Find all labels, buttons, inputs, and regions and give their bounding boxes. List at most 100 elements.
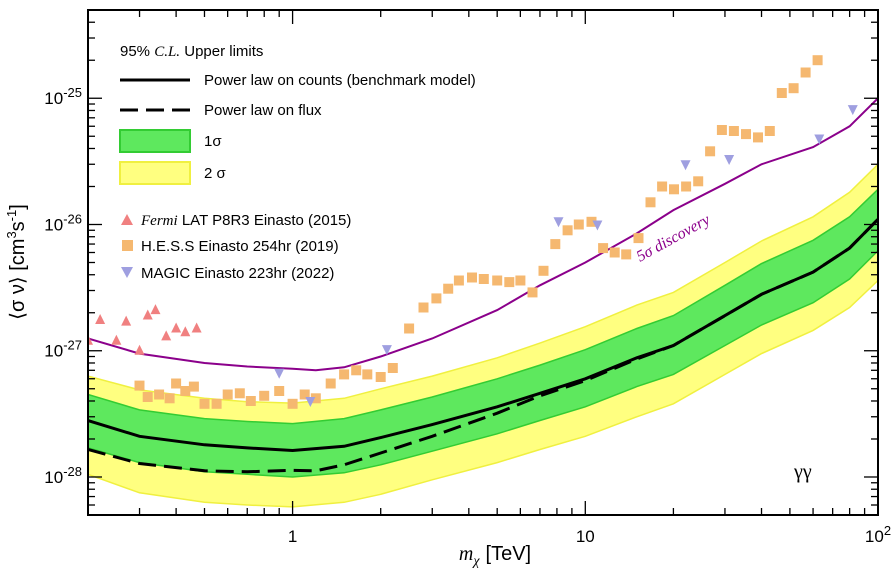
hess-point [741, 129, 751, 140]
hess-point [657, 181, 668, 192]
y-tick-label: 10-28 [44, 464, 82, 487]
hess-point [669, 184, 679, 195]
hess-point [573, 219, 584, 230]
discovery-annotation: 5σ discovery [634, 211, 714, 266]
x-tick-label: 1 [288, 527, 297, 546]
hess-point [728, 126, 739, 136]
hess-point [134, 380, 145, 391]
hess-point [234, 388, 245, 399]
hess-point [351, 365, 362, 376]
hess-point [274, 386, 285, 396]
limit-curves [88, 97, 878, 474]
counts-curve [88, 218, 878, 453]
fermi-point [171, 322, 182, 333]
data-markers [88, 55, 858, 409]
hess-point [164, 393, 175, 404]
x-axis-title: mχ [TeV] [459, 543, 531, 569]
hess-point [453, 275, 464, 286]
hess-point [478, 274, 489, 284]
legend-header: 95% C.L. Upper limits [120, 43, 263, 60]
y-tick-label: 10-26 [44, 211, 82, 234]
magic-point [847, 105, 858, 116]
hess-point [515, 275, 526, 286]
hess-point [681, 181, 692, 192]
fermi-point [95, 314, 106, 325]
hess-point [812, 55, 823, 66]
hess-point [764, 126, 775, 136]
hess-point [180, 386, 191, 396]
hess-point [188, 381, 199, 392]
hess-point [171, 378, 182, 389]
hess-point [387, 363, 398, 373]
magic-point [274, 368, 285, 379]
magic-point [724, 155, 735, 166]
legend-item-flux: Power law on flux [204, 102, 322, 119]
band-2sigma [88, 163, 878, 508]
fermi-point [161, 330, 172, 341]
legend-square-symbol [122, 240, 133, 251]
hess-point [788, 83, 799, 94]
hess-point [492, 275, 503, 286]
axis-ticks: 1 10 102 10-28 10-27 10-26 10-25 [44, 9, 891, 546]
legend-item-1sigma: 1σ [204, 133, 222, 150]
discovery-curve [88, 97, 878, 372]
y-tick-label: 10-27 [44, 338, 82, 361]
fermi-point [180, 326, 191, 337]
hess-point [310, 393, 321, 404]
hess-point [467, 272, 477, 283]
hess-point [633, 233, 644, 244]
x-tick-label: 102 [865, 523, 891, 546]
hess-point [693, 176, 704, 187]
hess-point [527, 287, 538, 298]
hess-point [362, 369, 373, 380]
magic-point [553, 217, 564, 228]
hess-point [245, 396, 256, 406]
legend-yellow-band-symbol [119, 161, 191, 185]
hess-point [259, 390, 270, 401]
hess-point [299, 389, 310, 400]
hess-point [800, 67, 811, 78]
hess-point [211, 398, 222, 409]
hess-point [776, 88, 787, 98]
hess-point [142, 392, 153, 402]
hess-point [538, 265, 549, 276]
fermi-point [134, 344, 145, 355]
magic-point [680, 160, 691, 171]
hess-point [753, 132, 763, 143]
hess-point [287, 398, 298, 409]
fermi-point [121, 315, 132, 326]
legend-triangle-down-symbol [121, 267, 133, 278]
legend-green-band-symbol [119, 129, 191, 153]
hess-point [325, 378, 336, 389]
hess-point [586, 216, 597, 227]
magic-point [381, 345, 392, 356]
magic-point [814, 134, 825, 145]
legend-item-2sigma: 2 σ [204, 165, 227, 182]
hess-point [550, 239, 561, 250]
fermi-point [150, 304, 161, 315]
hess-point [504, 277, 515, 288]
hess-point [621, 249, 632, 260]
legend-item-fermi: Fermi LAT P8R3 Einasto (2015) [140, 212, 351, 229]
fermi-point [88, 334, 93, 345]
hess-point [375, 372, 386, 382]
hess-point [222, 389, 233, 400]
hess-point [645, 197, 656, 208]
hess-point [562, 225, 573, 236]
legend-item-counts: Power law on counts (benchmark model) [204, 72, 476, 89]
hess-point [199, 398, 210, 409]
fermi-point [142, 309, 153, 320]
legend-item-hess: H.E.S.S Einasto 254hr (2019) [141, 238, 339, 255]
hess-point [154, 389, 165, 400]
hess-point [418, 302, 429, 313]
legend-triangle-up-symbol [121, 214, 133, 225]
hess-point [609, 247, 620, 258]
legend-item-magic: MAGIC Einasto 223hr (2022) [141, 265, 334, 282]
magic-point [305, 396, 316, 407]
channel-label: γγ [793, 461, 812, 483]
y-tick-label: 10-25 [44, 85, 82, 108]
hess-point [339, 369, 350, 380]
hess-point [404, 323, 415, 334]
magic-point [592, 220, 603, 231]
